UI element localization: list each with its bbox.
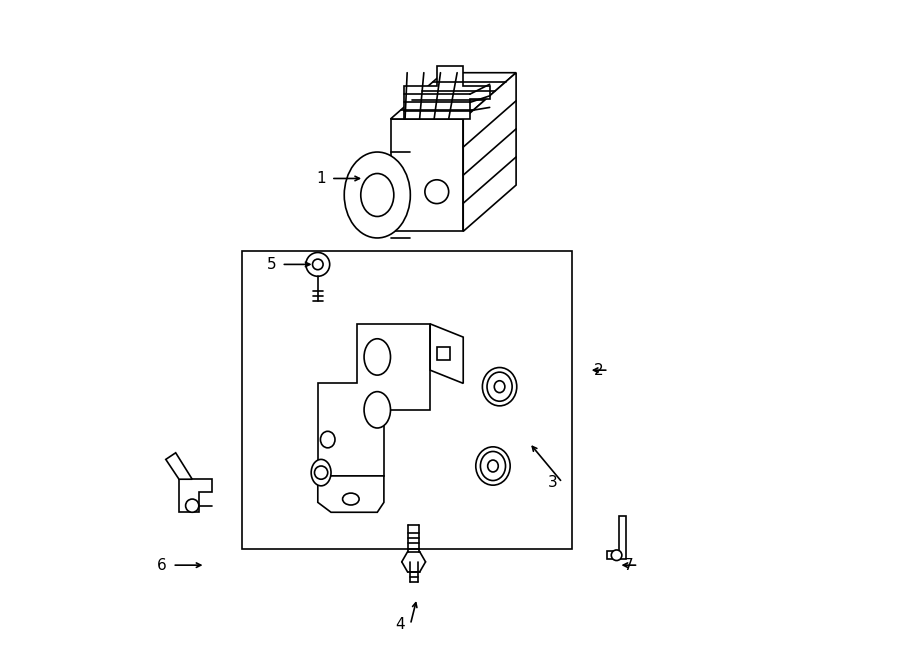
Circle shape — [611, 550, 622, 561]
Ellipse shape — [476, 447, 510, 485]
Polygon shape — [166, 453, 193, 479]
Circle shape — [314, 466, 328, 479]
Polygon shape — [391, 73, 516, 119]
Polygon shape — [318, 476, 384, 512]
Circle shape — [312, 259, 323, 270]
Polygon shape — [607, 516, 626, 559]
Ellipse shape — [482, 368, 517, 406]
Polygon shape — [179, 479, 212, 512]
Ellipse shape — [364, 391, 391, 428]
Text: 1: 1 — [316, 171, 326, 186]
Ellipse shape — [343, 493, 359, 505]
Text: 4: 4 — [395, 617, 405, 632]
Circle shape — [185, 499, 199, 512]
Text: 3: 3 — [547, 475, 557, 490]
Bar — [436, 347, 450, 360]
Ellipse shape — [488, 460, 499, 472]
Polygon shape — [430, 324, 464, 383]
Polygon shape — [464, 73, 516, 231]
Text: 7: 7 — [624, 558, 633, 572]
Ellipse shape — [487, 372, 512, 401]
Ellipse shape — [320, 432, 335, 448]
Text: 6: 6 — [158, 558, 167, 572]
Bar — [242, 251, 572, 549]
Ellipse shape — [344, 152, 410, 238]
Ellipse shape — [361, 173, 394, 216]
Ellipse shape — [494, 381, 505, 393]
Polygon shape — [318, 324, 430, 476]
Polygon shape — [391, 119, 464, 231]
Ellipse shape — [311, 459, 331, 486]
Text: 2: 2 — [594, 363, 603, 377]
Ellipse shape — [364, 338, 391, 375]
Polygon shape — [404, 66, 490, 119]
Circle shape — [425, 180, 449, 204]
Text: 5: 5 — [266, 257, 276, 272]
Circle shape — [306, 253, 329, 276]
Ellipse shape — [481, 451, 506, 481]
